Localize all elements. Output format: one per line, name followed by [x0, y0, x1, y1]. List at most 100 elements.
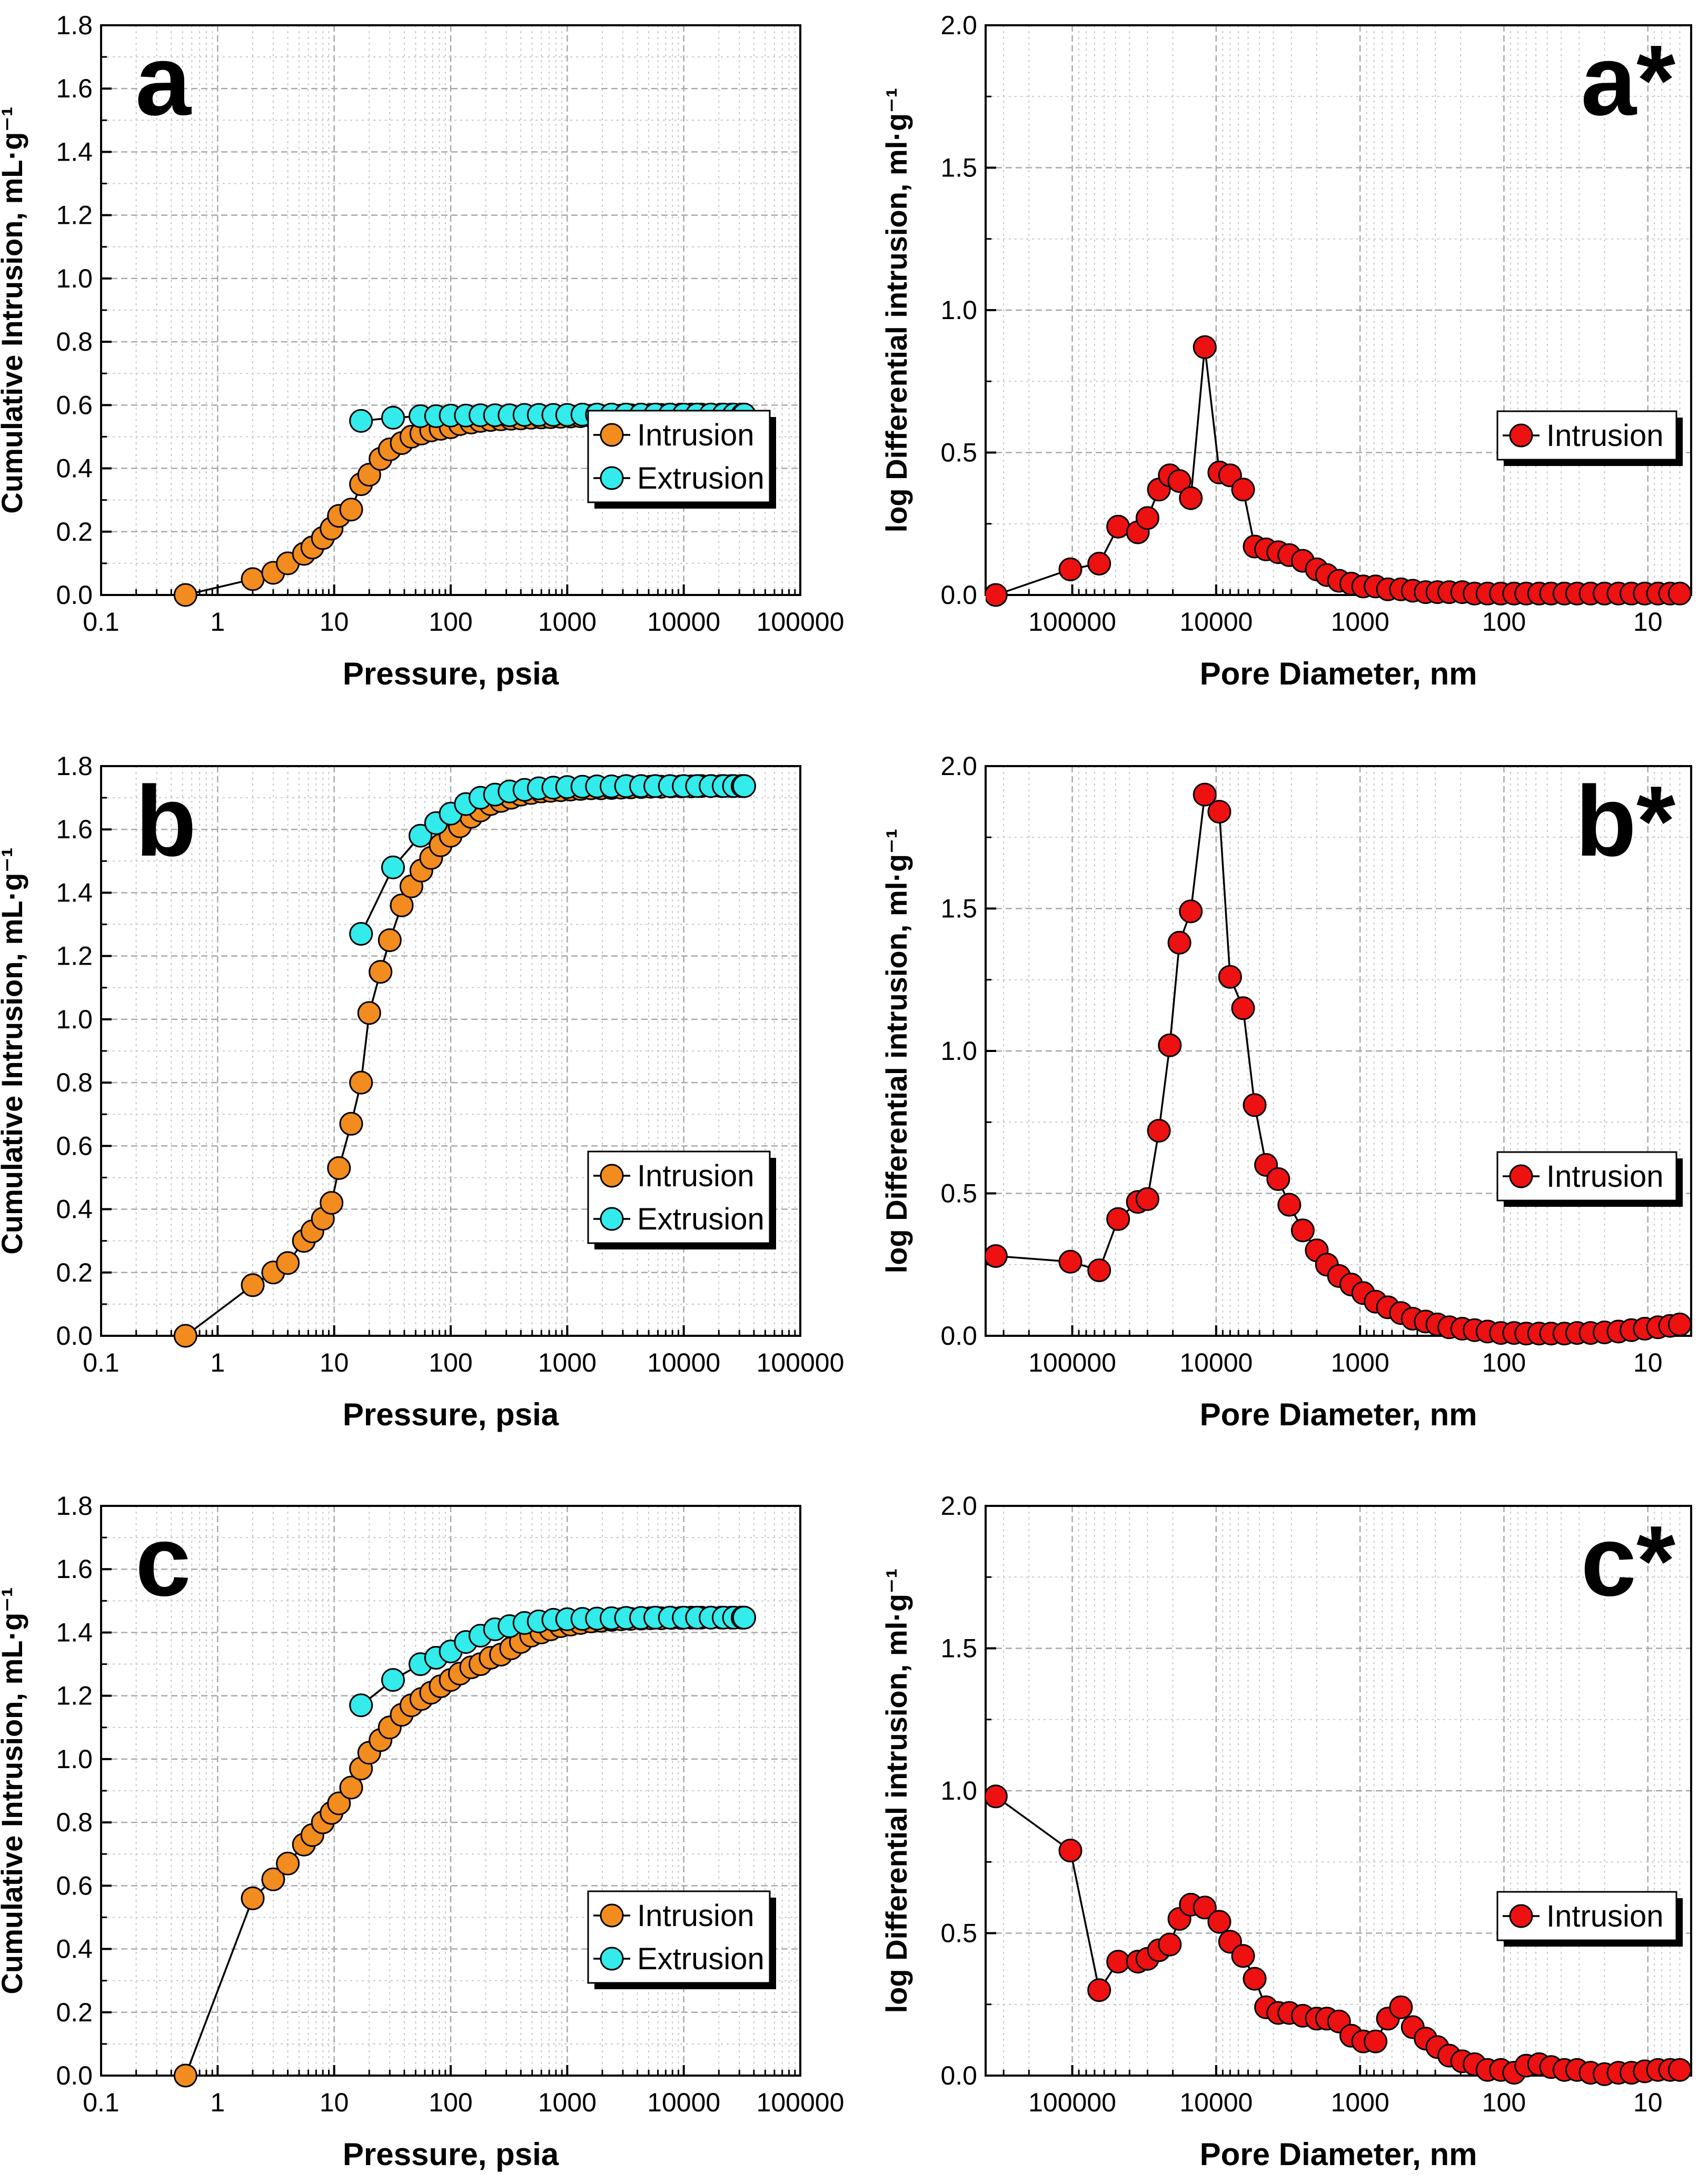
- y-tick-label: 0.0: [56, 2061, 93, 2090]
- x-tick-label: 100000: [757, 607, 845, 637]
- x-tick-label: 100000: [757, 2088, 845, 2117]
- y-tick-label: 1.8: [56, 1491, 93, 1521]
- data-point: [173, 2063, 197, 2088]
- data-point: [1193, 782, 1217, 807]
- legend-label: Intrusion: [637, 1899, 754, 1933]
- y-tick-label: 2.0: [940, 1491, 977, 1521]
- y-tick-label: 1.4: [56, 878, 93, 907]
- legend: Intrusion: [1496, 410, 1683, 467]
- data-point: [1179, 486, 1203, 510]
- legend-label: Intrusion: [1546, 419, 1663, 453]
- data-point: [1135, 506, 1159, 530]
- data-point: [1167, 469, 1191, 493]
- legend-marker: [600, 1207, 624, 1231]
- panel-b-star: 100000 10000 1000 100 10 0.0 0.5 1.0 1.5 2.0 Pore …: [880, 751, 1692, 1432]
- data-point: [1058, 1839, 1083, 1863]
- y-tick-label: 1.5: [940, 1634, 977, 1663]
- x-tick-label: 1000: [538, 607, 597, 637]
- y-tick-label: 0.8: [56, 1068, 93, 1097]
- x-tick-label: 100: [1482, 1348, 1526, 1377]
- data-point: [241, 1886, 265, 1910]
- legend-marker: [600, 1903, 624, 1928]
- y-tick-label: 1.4: [56, 1618, 93, 1647]
- y-tick-label: 0.5: [940, 1919, 977, 1948]
- x-tick-label: 100: [429, 1348, 472, 1377]
- data-point: [409, 823, 432, 848]
- y-axis-title: log Differential intrusion, ml·g⁻¹: [880, 88, 913, 533]
- y-tick-label: 1.8: [56, 751, 93, 781]
- y-tick-label: 1.6: [56, 815, 93, 844]
- data-point: [1207, 1910, 1232, 1934]
- data-area: [173, 402, 756, 607]
- grid: [986, 1506, 1691, 2076]
- y-tick-label: 1.2: [56, 941, 93, 971]
- x-tick-label: 0.1: [83, 607, 120, 637]
- y-tick-label: 0.4: [56, 1934, 93, 1964]
- legend-marker: [1509, 423, 1533, 448]
- ticks: [100, 1505, 801, 2077]
- panel-label: a*: [1581, 25, 1675, 136]
- legend: Intrusion Extrusion: [587, 1890, 776, 1989]
- x-tick-label: 100: [1482, 2088, 1526, 2117]
- y-axis-title: Cumulative Intrusion, mL·g⁻¹: [0, 847, 28, 1254]
- data-area: [986, 1784, 1691, 2086]
- data-point: [339, 498, 363, 522]
- data-point: [1389, 1995, 1413, 2019]
- data-point: [349, 922, 373, 946]
- data-point: [327, 1156, 351, 1180]
- data-point: [1667, 1312, 1691, 1336]
- panel-label: b: [135, 766, 196, 877]
- panel-label: b*: [1575, 766, 1675, 877]
- data-point: [1158, 1033, 1182, 1057]
- data-point: [732, 1605, 756, 1630]
- x-tick-label: 10: [320, 1348, 349, 1377]
- data-point: [381, 1668, 405, 1692]
- data-point: [1147, 1119, 1171, 1143]
- panel-label: c: [135, 1505, 191, 1617]
- y-tick-label: 0.0: [940, 1321, 977, 1351]
- data-point: [349, 1070, 373, 1095]
- x-tick-label: 1: [210, 607, 225, 637]
- data-point: [1179, 899, 1203, 924]
- data-point: [1277, 1193, 1302, 1217]
- legend-marker: [1509, 1904, 1533, 1928]
- y-tick-label: 1.5: [940, 153, 977, 183]
- legend-label: Intrusion: [1546, 1899, 1663, 1933]
- data-point: [276, 1851, 300, 1876]
- panel-label: c*: [1581, 1505, 1675, 1617]
- y-tick-label: 0.0: [940, 2061, 977, 2090]
- x-tick-label: 0.1: [83, 1348, 120, 1377]
- y-tick-label: 1.0: [940, 295, 977, 325]
- legend: Intrusion Extrusion: [587, 410, 776, 509]
- data-point: [1290, 1218, 1315, 1243]
- y-tick-label: 0.0: [56, 1321, 93, 1351]
- data-point: [1135, 1187, 1159, 1211]
- panel-a: 0.1 1 10 100 1000 10000 100000 0.0 0.2 0.4 0.6 0.8 1…: [0, 11, 844, 691]
- x-tick-label: 10000: [647, 607, 720, 637]
- legend-label: Extrusion: [637, 461, 764, 495]
- data-point: [1158, 1932, 1182, 1957]
- grid: [101, 766, 800, 1336]
- data-point: [327, 1791, 351, 1815]
- x-tick-label: 10: [1633, 607, 1663, 637]
- panel-label: a: [135, 25, 192, 136]
- x-tick-label: 100: [429, 2088, 472, 2117]
- x-tick-label: 1000: [538, 1348, 597, 1377]
- y-tick-label: 1.0: [56, 264, 93, 293]
- data-point: [339, 1775, 363, 1800]
- x-tick-label: 10000: [647, 2088, 720, 2117]
- x-tick-label: 1: [210, 1348, 225, 1377]
- ticks: [100, 765, 801, 1337]
- data-point: [1106, 1207, 1130, 1231]
- data-point: [390, 894, 414, 917]
- data-point: [369, 960, 393, 984]
- legend: Intrusion Extrusion: [587, 1150, 776, 1249]
- data-point: [1364, 2029, 1388, 2053]
- data-point: [357, 1001, 381, 1025]
- y-tick-label: 0.4: [56, 1195, 93, 1224]
- x-axis-title: Pressure, psia: [343, 656, 559, 691]
- legend-marker: [600, 423, 624, 447]
- x-tick-label: 10: [320, 607, 349, 637]
- x-tick-label: 100000: [1028, 1348, 1116, 1377]
